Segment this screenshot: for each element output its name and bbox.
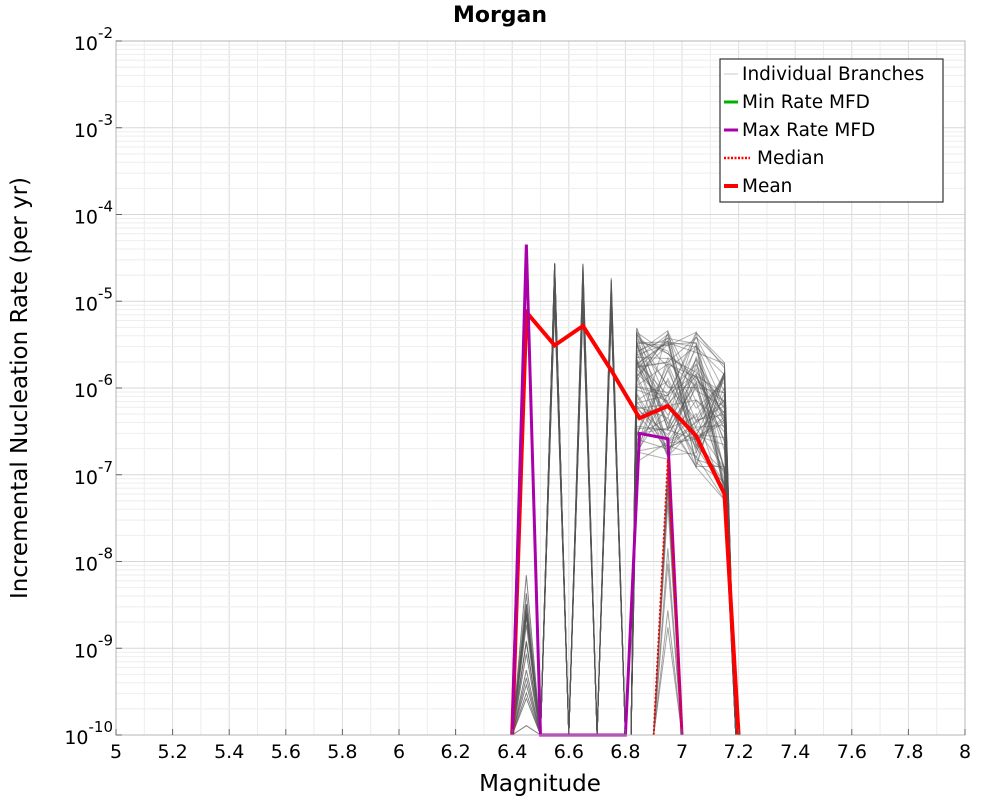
legend-label: Max Rate MFD bbox=[742, 120, 875, 141]
x-tick-label: 8 bbox=[959, 741, 971, 763]
branch-line bbox=[511, 677, 541, 736]
x-tick-label: 5.4 bbox=[214, 741, 244, 763]
branch-line bbox=[596, 306, 626, 736]
branch-line bbox=[511, 616, 541, 736]
branch-line bbox=[511, 682, 541, 736]
branch-line bbox=[630, 358, 737, 736]
x-tick-label: 5.6 bbox=[271, 741, 301, 763]
branch-line bbox=[630, 329, 737, 736]
branch-line bbox=[653, 627, 683, 736]
branch-line bbox=[568, 288, 598, 736]
branch-line bbox=[630, 356, 737, 736]
branch-line bbox=[630, 421, 737, 736]
y-tick-label: 10-7 bbox=[74, 458, 113, 489]
branch-line bbox=[630, 399, 737, 736]
branch-line bbox=[630, 372, 737, 736]
y-tick-label: 10-2 bbox=[74, 24, 113, 55]
branch-line bbox=[630, 336, 737, 736]
x-tick-label: 7.6 bbox=[837, 741, 867, 763]
branch-line bbox=[630, 327, 737, 736]
branch-line bbox=[630, 363, 737, 736]
legend-label: Individual Branches bbox=[742, 64, 924, 85]
y-tick-label: 10-8 bbox=[74, 545, 113, 576]
y-tick-label: 10-9 bbox=[74, 631, 113, 662]
branch-line bbox=[653, 610, 683, 736]
branch-line bbox=[630, 340, 737, 736]
y-tick-label: 10-10 bbox=[64, 718, 113, 749]
branch-line bbox=[630, 382, 737, 736]
x-tick-label: 7.2 bbox=[723, 741, 753, 763]
branch-line bbox=[511, 593, 541, 736]
x-tick-label: 6.4 bbox=[497, 741, 527, 763]
x-tick-label: 6.6 bbox=[554, 741, 584, 763]
chart-title: Morgan bbox=[453, 3, 547, 28]
branch-line bbox=[630, 342, 737, 736]
legend: Individual Branches Min Rate MFD Max Rate … bbox=[719, 58, 944, 203]
x-tick-label: 6.8 bbox=[610, 741, 640, 763]
branch-line bbox=[511, 669, 541, 736]
series-line-mean bbox=[510, 306, 741, 736]
branch-line bbox=[511, 575, 541, 736]
branch-line bbox=[630, 361, 737, 736]
branch-line bbox=[630, 372, 737, 736]
branch-line bbox=[511, 725, 541, 736]
x-tick-label: 6 bbox=[393, 741, 405, 763]
y-tick-label: 10-4 bbox=[74, 198, 113, 229]
x-tick-label: 6.2 bbox=[440, 741, 470, 763]
branch-line bbox=[653, 563, 683, 736]
branch-line bbox=[630, 331, 737, 736]
y-tick-label: 10-6 bbox=[74, 371, 113, 402]
branch-line bbox=[511, 691, 541, 736]
y-tick-label: 10-3 bbox=[74, 111, 113, 142]
branch-line bbox=[630, 372, 737, 736]
branch-line bbox=[630, 372, 737, 736]
y-tick-label: 10-5 bbox=[74, 284, 113, 315]
legend-label: Median bbox=[757, 148, 824, 169]
branch-line bbox=[630, 391, 737, 736]
branch-line bbox=[630, 360, 737, 736]
x-axis-title: Magnitude bbox=[479, 771, 601, 797]
branch-line bbox=[630, 376, 737, 736]
branch-line bbox=[630, 360, 737, 736]
x-tick-label: 7.8 bbox=[893, 741, 923, 763]
branch-line bbox=[630, 376, 737, 736]
x-tick-label: 7.4 bbox=[780, 741, 810, 763]
branch-line bbox=[630, 332, 737, 736]
x-tick-label: 5 bbox=[110, 741, 122, 763]
branch-line bbox=[630, 347, 737, 736]
legend-box bbox=[719, 58, 944, 203]
legend-label: Mean bbox=[742, 176, 792, 197]
branch-line bbox=[630, 342, 737, 736]
x-tick-label: 7 bbox=[676, 741, 688, 763]
branch-line bbox=[630, 337, 737, 736]
branch-line bbox=[511, 640, 541, 736]
x-tick-label: 5.2 bbox=[157, 741, 187, 763]
branch-line bbox=[630, 336, 737, 736]
x-tick-label: 5.8 bbox=[327, 741, 357, 763]
branch-line bbox=[511, 653, 541, 736]
legend-label: Min Rate MFD bbox=[742, 92, 870, 113]
branch-line bbox=[630, 336, 737, 736]
axis-ticks: 5 5.2 5.4 5.6 5.8 6 6.2 6.4 6.6 6.8 7 7.2 7.4 7.6 7.8 8… bbox=[64, 24, 971, 763]
branch-line bbox=[511, 697, 541, 736]
y-axis-title: Incremental Nucleation Rate (per yr) bbox=[7, 177, 33, 599]
branch-line bbox=[540, 281, 570, 736]
branch-line bbox=[630, 355, 737, 736]
branch-line bbox=[630, 331, 737, 736]
